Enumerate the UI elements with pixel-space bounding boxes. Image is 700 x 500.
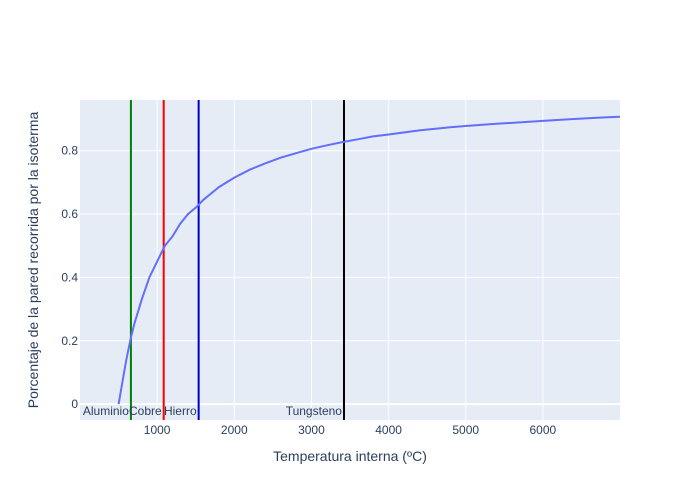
x-tick-label: 2000 [221,423,248,437]
x-axis-label: Temperatura interna (ºC) [273,448,427,464]
x-tick-labels: 1000 2000 3000 4000 5000 6000 [144,423,557,437]
series-line [117,115,621,405]
y-axis-label: Porcentaje de la pared recorrida por la … [25,112,41,409]
vline-label: Cobre [129,404,162,418]
marker-labels: Aluminio Cobre Hierro Tungsteno [83,404,342,418]
vline-label: Tungsteno [286,404,343,418]
y-tick-label: 0.8 [61,144,78,158]
grid [80,100,620,420]
y-tick-label: 0.2 [61,334,78,348]
x-tick-label: 1000 [144,423,171,437]
x-tick-label: 4000 [375,423,402,437]
y-tick-label: 0.4 [61,270,78,284]
vline-label: Hierro [164,404,197,418]
vline-label: Aluminio [83,404,129,418]
x-tick-label: 6000 [530,423,557,437]
x-tick-label: 5000 [452,423,479,437]
x-tick-label: 3000 [298,423,325,437]
y-tick-label: 0.6 [61,207,78,221]
y-tick-label: 0 [71,397,78,411]
plot-background [80,100,620,420]
y-tick-labels: 0 0.2 0.4 0.6 0.8 [61,144,78,411]
vertical-markers [129,100,345,420]
